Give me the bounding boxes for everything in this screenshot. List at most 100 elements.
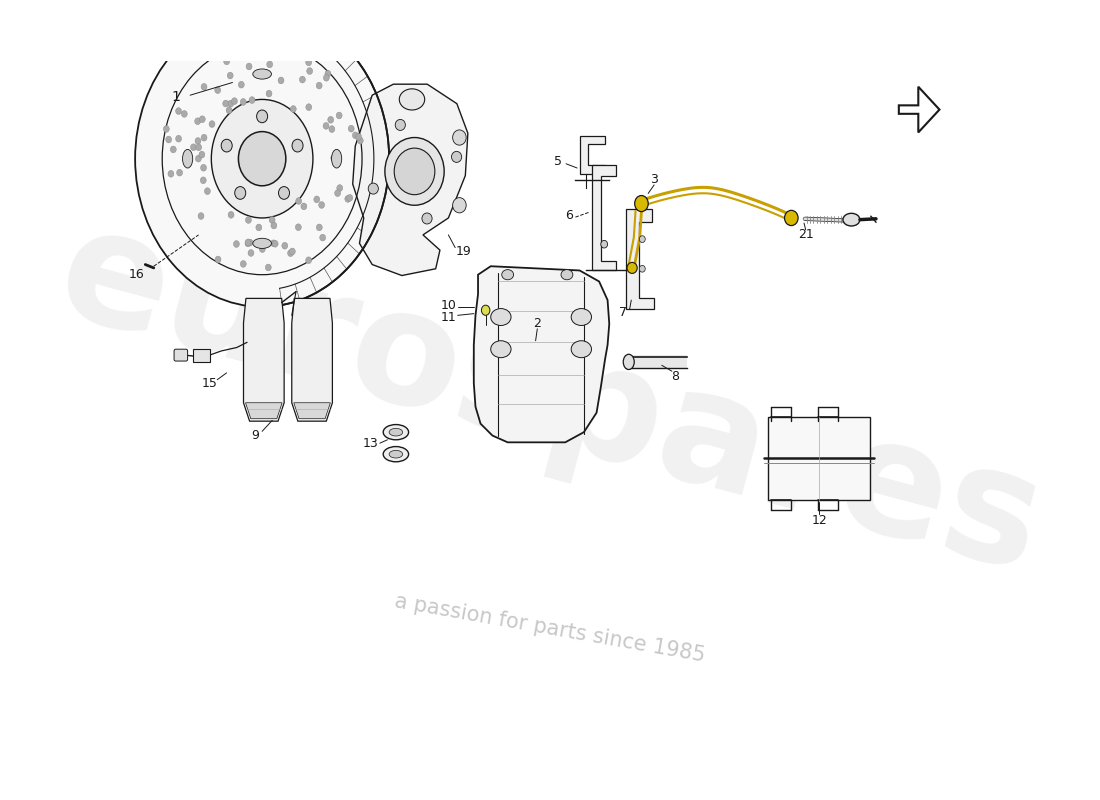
Ellipse shape bbox=[337, 185, 343, 191]
Text: 15: 15 bbox=[201, 377, 218, 390]
Ellipse shape bbox=[227, 107, 232, 114]
Ellipse shape bbox=[290, 106, 296, 112]
Polygon shape bbox=[353, 84, 468, 275]
Text: 10: 10 bbox=[441, 298, 456, 312]
Ellipse shape bbox=[190, 144, 197, 150]
Ellipse shape bbox=[245, 239, 251, 246]
Text: 11: 11 bbox=[441, 310, 456, 323]
Text: 3: 3 bbox=[650, 174, 658, 186]
Ellipse shape bbox=[389, 450, 403, 458]
Ellipse shape bbox=[383, 446, 408, 462]
Polygon shape bbox=[592, 166, 616, 270]
Polygon shape bbox=[580, 136, 605, 174]
Ellipse shape bbox=[306, 257, 311, 264]
Ellipse shape bbox=[260, 246, 265, 253]
Ellipse shape bbox=[222, 100, 229, 107]
Ellipse shape bbox=[452, 130, 466, 145]
Ellipse shape bbox=[272, 240, 278, 247]
Ellipse shape bbox=[228, 100, 233, 107]
Ellipse shape bbox=[843, 214, 860, 226]
Ellipse shape bbox=[240, 261, 246, 267]
Ellipse shape bbox=[135, 10, 389, 307]
Ellipse shape bbox=[266, 90, 272, 97]
Text: eurospares: eurospares bbox=[42, 194, 1058, 606]
Ellipse shape bbox=[624, 354, 635, 370]
Ellipse shape bbox=[319, 202, 324, 208]
Ellipse shape bbox=[166, 136, 172, 143]
Ellipse shape bbox=[216, 256, 221, 263]
Ellipse shape bbox=[784, 210, 799, 226]
Ellipse shape bbox=[176, 108, 182, 114]
Ellipse shape bbox=[195, 118, 200, 125]
Text: 6: 6 bbox=[564, 209, 573, 222]
Ellipse shape bbox=[282, 242, 288, 249]
Ellipse shape bbox=[245, 217, 252, 223]
Ellipse shape bbox=[320, 234, 326, 241]
Ellipse shape bbox=[245, 240, 251, 247]
Ellipse shape bbox=[287, 250, 294, 257]
Ellipse shape bbox=[385, 138, 444, 206]
Ellipse shape bbox=[639, 236, 646, 242]
Text: 21: 21 bbox=[798, 228, 814, 242]
Ellipse shape bbox=[299, 76, 306, 83]
Ellipse shape bbox=[323, 74, 329, 81]
Ellipse shape bbox=[271, 222, 277, 229]
Ellipse shape bbox=[635, 195, 648, 212]
Ellipse shape bbox=[195, 138, 201, 144]
Ellipse shape bbox=[316, 82, 322, 89]
Ellipse shape bbox=[221, 139, 232, 152]
Ellipse shape bbox=[395, 119, 406, 130]
Text: 1: 1 bbox=[172, 90, 180, 104]
Ellipse shape bbox=[355, 134, 362, 140]
Ellipse shape bbox=[223, 58, 230, 65]
Ellipse shape bbox=[256, 110, 267, 122]
Ellipse shape bbox=[270, 217, 275, 223]
Ellipse shape bbox=[394, 148, 435, 194]
Ellipse shape bbox=[265, 264, 272, 271]
Ellipse shape bbox=[293, 139, 304, 152]
Ellipse shape bbox=[571, 309, 592, 326]
Ellipse shape bbox=[314, 196, 320, 202]
Ellipse shape bbox=[383, 425, 408, 440]
Ellipse shape bbox=[200, 164, 207, 171]
Ellipse shape bbox=[183, 150, 192, 168]
Text: 16: 16 bbox=[129, 268, 145, 281]
Ellipse shape bbox=[240, 98, 246, 106]
Ellipse shape bbox=[177, 170, 183, 176]
Ellipse shape bbox=[253, 238, 272, 249]
Ellipse shape bbox=[201, 134, 207, 141]
Ellipse shape bbox=[248, 250, 254, 256]
Ellipse shape bbox=[451, 151, 462, 162]
Ellipse shape bbox=[256, 224, 262, 231]
Ellipse shape bbox=[368, 183, 378, 194]
Text: 8: 8 bbox=[671, 370, 680, 382]
Text: a passion for parts since 1985: a passion for parts since 1985 bbox=[393, 591, 707, 666]
Ellipse shape bbox=[452, 198, 466, 213]
Ellipse shape bbox=[296, 224, 301, 230]
Ellipse shape bbox=[422, 213, 432, 224]
Ellipse shape bbox=[324, 70, 331, 77]
Ellipse shape bbox=[168, 170, 174, 177]
Ellipse shape bbox=[323, 122, 329, 130]
Ellipse shape bbox=[334, 190, 341, 197]
Ellipse shape bbox=[561, 270, 573, 280]
Ellipse shape bbox=[176, 135, 182, 142]
Text: 12: 12 bbox=[812, 514, 827, 526]
Ellipse shape bbox=[233, 241, 240, 247]
Text: 9: 9 bbox=[252, 429, 260, 442]
Polygon shape bbox=[192, 349, 210, 362]
Ellipse shape bbox=[296, 198, 301, 205]
Ellipse shape bbox=[228, 72, 233, 79]
Ellipse shape bbox=[196, 144, 201, 150]
Ellipse shape bbox=[170, 146, 176, 153]
Ellipse shape bbox=[164, 126, 169, 132]
Ellipse shape bbox=[328, 116, 333, 123]
Ellipse shape bbox=[491, 341, 512, 358]
Ellipse shape bbox=[502, 270, 514, 280]
Polygon shape bbox=[245, 402, 282, 418]
Polygon shape bbox=[626, 210, 654, 310]
Ellipse shape bbox=[200, 177, 206, 184]
Ellipse shape bbox=[389, 428, 403, 436]
Polygon shape bbox=[769, 417, 870, 500]
FancyBboxPatch shape bbox=[174, 349, 188, 361]
